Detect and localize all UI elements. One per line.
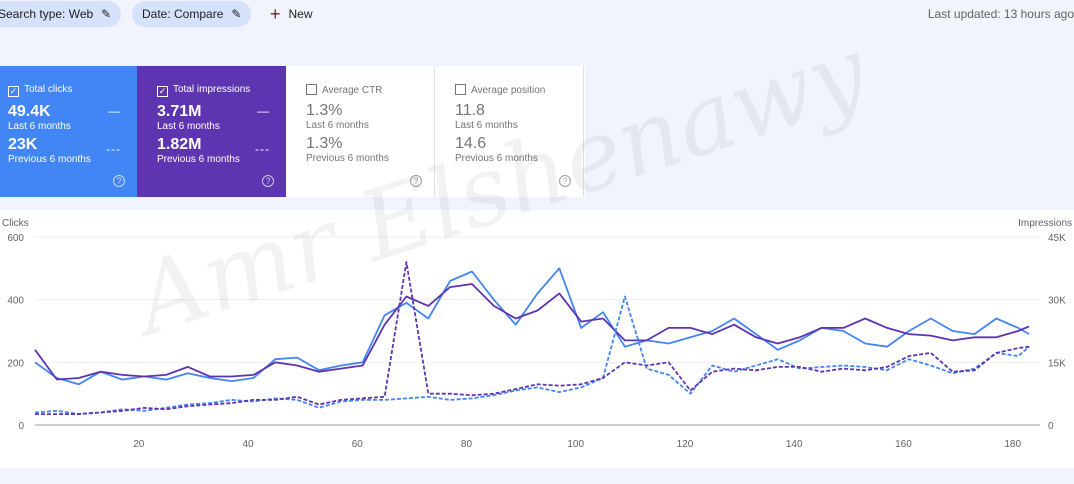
performance-chart: Clicks Impressions 0 0 200 15K 400 30K 600 45K 20 4… [0,210,1074,468]
y2-axis-label: Impressions [1018,218,1072,229]
series-line-impressions [34,283,1030,381]
search-type-chip[interactable]: Search type: Web ✎ [0,1,122,27]
card-average-position[interactable]: Average position 11.8 Last 6 months 14.6… [435,66,584,197]
help-icon[interactable]: ? [262,175,274,187]
solid-line-legend-icon: — [257,104,270,118]
card-period: Last 6 months [157,121,220,132]
solid-line-legend-icon: — [108,104,121,118]
card-prev-value: 14.6 [455,135,487,152]
card-value: 49.4K [8,103,51,120]
checkbox-unchecked-icon[interactable] [455,84,466,95]
help-icon[interactable]: ? [559,175,571,187]
card-prev-value: 23K [8,136,38,153]
pencil-icon: ✎ [101,7,112,21]
x-tick-label: 80 [461,439,473,450]
help-icon[interactable]: ? [410,175,422,187]
new-label: New [288,7,313,21]
y2-tick-label: 45K [1048,233,1066,244]
card-prev-period: Previous 6 months [306,153,389,164]
card-total-impressions[interactable]: ✓ Total impressions 3.71M Last 6 months 1… [137,66,286,197]
last-updated: Last updated: 13 hours ago [927,7,1074,21]
help-icon[interactable]: ? [113,175,125,187]
card-total-clicks[interactable]: ✓ Total clicks 49.4K Last 6 months 23K Pr… [0,66,137,197]
plus-icon: + [270,4,281,24]
card-prev-period: Previous 6 months [157,154,240,165]
card-title: Average position [471,85,546,96]
y-tick-label: 600 [7,233,24,244]
x-tick-label: 120 [677,439,694,450]
y-axis-label: Clicks [2,218,29,229]
card-period: Last 6 months [8,121,71,132]
chart-svg: Clicks Impressions 0 0 200 15K 400 30K 600 45K 20 4… [2,218,1072,450]
x-tick-label: 100 [567,439,584,450]
card-prev-period: Previous 6 months [8,154,91,165]
series-line-clicks [34,267,1030,386]
y2-tick-label: 15K [1048,358,1066,369]
date-chip[interactable]: Date: Compare ✎ [132,1,252,27]
x-tick-label: 160 [895,439,912,450]
metric-cards: ✓ Total clicks 49.4K Last 6 months 23K Pr… [0,66,585,197]
card-title: Average CTR [322,85,383,96]
pencil-icon: ✎ [231,7,242,21]
filter-bar: Search type: Web ✎ Date: Compare ✎ + New La… [0,0,1074,28]
checkbox-unchecked-icon[interactable] [306,84,317,95]
x-tick-label: 180 [1004,439,1021,450]
card-period: Last 6 months [306,120,369,131]
y2-tick-label: 0 [1048,421,1054,432]
card-value: 3.71M [157,103,202,120]
x-tick-label: 140 [786,439,803,450]
card-period: Last 6 months [455,120,518,131]
series-line-clicks-previous- [34,295,1030,415]
chip-label: Date: Compare [142,7,224,21]
series-line-impressions-previous- [35,261,1030,416]
dashed-line-legend-icon: --- [106,142,121,156]
x-tick-label: 40 [242,439,254,450]
checkbox-checked-icon[interactable]: ✓ [8,86,19,97]
card-prev-value: 1.3% [306,135,343,152]
dashed-line-legend-icon: --- [255,142,270,156]
card-title: Total clicks [24,84,73,95]
chip-label: Search type: Web [0,7,94,21]
y2-tick-label: 30K [1048,296,1066,307]
card-prev-value: 1.82M [157,136,202,153]
x-tick-label: 20 [133,439,145,450]
card-value: 11.8 [455,102,485,119]
new-filter-button[interactable]: + New [270,1,313,27]
card-prev-period: Previous 6 months [455,153,538,164]
card-average-ctr[interactable]: Average CTR 1.3% Last 6 months 1.3% Prev… [286,66,435,197]
y-tick-label: 400 [7,296,24,307]
y-tick-label: 200 [7,358,24,369]
checkbox-checked-icon[interactable]: ✓ [157,86,168,97]
y-tick-label: 0 [18,421,24,432]
card-title: Total impressions [173,84,251,95]
x-tick-label: 60 [352,439,364,450]
card-value: 1.3% [306,102,343,119]
